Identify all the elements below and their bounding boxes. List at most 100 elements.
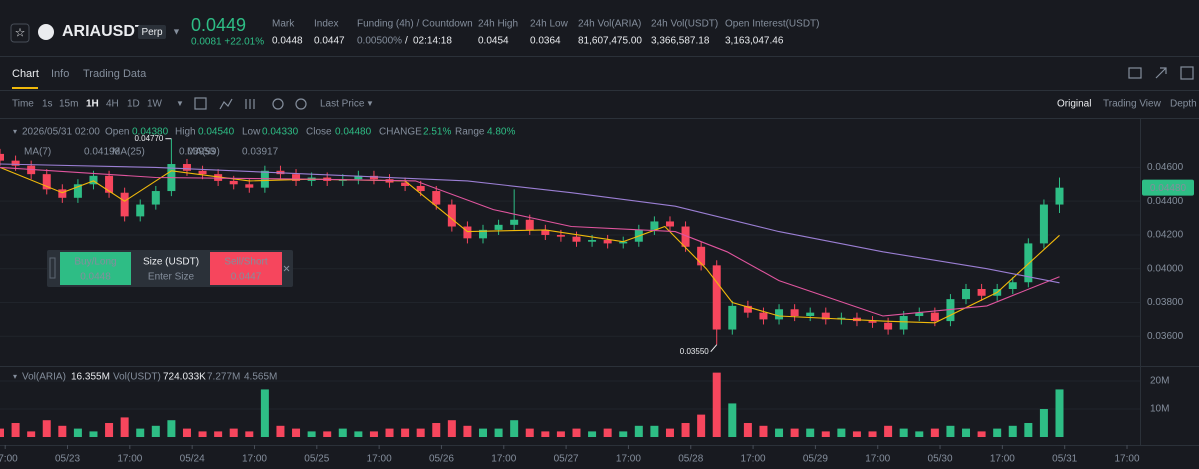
- candle-body: [494, 224, 503, 230]
- interval[interactable]: 1s: [42, 99, 53, 110]
- ohlc-value: 0.04480: [335, 127, 372, 138]
- volume-bar: [105, 423, 114, 437]
- candle-body: [650, 221, 659, 230]
- x-tick-label: 05/23: [55, 454, 80, 465]
- volume-bar: [167, 420, 176, 437]
- volume-bar: [385, 428, 394, 437]
- tab[interactable]: Info: [51, 68, 69, 80]
- tab[interactable]: Trading Data: [83, 68, 147, 80]
- interval[interactable]: 1H: [86, 99, 99, 110]
- candle-body: [229, 180, 238, 185]
- settings-icon[interactable]: [1180, 66, 1194, 80]
- candle-body: [245, 184, 254, 188]
- interval[interactable]: 1W: [147, 99, 163, 110]
- collapse-toggle[interactable]: ▾: [13, 372, 17, 381]
- close-icon[interactable]: [283, 265, 290, 272]
- x-tick-label: 17:00: [242, 454, 267, 465]
- favorite-button[interactable]: [10, 23, 30, 43]
- candle-body: [447, 204, 456, 227]
- price-change: 0.0081 +22.01%: [191, 37, 264, 48]
- volume-bar: [369, 431, 378, 437]
- last-price: 0.0449: [191, 15, 246, 35]
- volume-bar: [307, 431, 316, 437]
- settings-icon[interactable]: [295, 98, 307, 110]
- volume-bar: [852, 431, 861, 437]
- volume-bar: [665, 428, 674, 437]
- y-tick-label: 0.04600: [1147, 162, 1184, 173]
- candle-body: [136, 204, 145, 217]
- tab[interactable]: Chart: [12, 68, 39, 80]
- moving-average-line: [0, 166, 1060, 324]
- candle-body: [1039, 204, 1048, 244]
- candle-body: [42, 174, 51, 190]
- candle-body: [619, 241, 628, 244]
- indicator-icon[interactable]: [219, 98, 233, 110]
- volume-bar: [42, 420, 51, 437]
- view-mode[interactable]: Depth: [1170, 99, 1197, 110]
- calendar-icon[interactable]: [194, 97, 207, 110]
- stat-label: 24h Vol(ARIA): [578, 19, 641, 30]
- price-type-dropdown[interactable]: ▼: [366, 99, 374, 108]
- volume-bar: [837, 428, 846, 437]
- alert-icon[interactable]: [1128, 67, 1142, 79]
- sell-price: 0.0447: [231, 272, 262, 283]
- candle-body: [1008, 282, 1017, 289]
- price-type[interactable]: Last Price: [320, 99, 365, 110]
- y-tick-label: 10M: [1150, 404, 1169, 415]
- volume-bar: [120, 417, 129, 437]
- volume-bar: [962, 428, 971, 437]
- interval[interactable]: 4H: [106, 99, 119, 110]
- stat-label: Index: [314, 19, 338, 30]
- volume-bar: [977, 431, 986, 437]
- size-input[interactable]: Enter Size: [148, 272, 195, 283]
- ohlc-value: 0.04540: [198, 127, 235, 138]
- volume-bar: [354, 431, 363, 437]
- stat-label: Funding (4h) / Countdown: [357, 19, 473, 30]
- candle-body: [697, 246, 706, 266]
- volume-bar: [463, 425, 472, 437]
- interval-dropdown[interactable]: ▼: [176, 99, 184, 108]
- candle-body: [105, 175, 114, 193]
- volume-bar: [1024, 423, 1033, 437]
- x-tick-label: 17:00: [117, 454, 142, 465]
- interval[interactable]: 1D: [127, 99, 140, 110]
- volume-bar: [1008, 425, 1017, 437]
- tools-icon[interactable]: [272, 98, 284, 110]
- candle-body: [743, 305, 752, 313]
- x-tick-label: 05/30: [928, 454, 953, 465]
- candle-body: [1055, 187, 1064, 205]
- stat-value: 0.0454: [478, 36, 509, 47]
- interval[interactable]: 15m: [59, 99, 78, 110]
- view-mode[interactable]: Original: [1057, 99, 1091, 110]
- volume-bar: [868, 431, 877, 437]
- volume-bar: [479, 428, 488, 437]
- symbol-dropdown[interactable]: ▼: [172, 26, 181, 36]
- volume-bar: [89, 431, 98, 437]
- symbol[interactable]: ARIAUSDT: [62, 23, 145, 40]
- sell-label: Sell/Short: [224, 257, 268, 268]
- volume-bar: [743, 423, 752, 437]
- size-label: Size (USDT): [143, 257, 199, 268]
- view-mode[interactable]: Trading View: [1103, 99, 1162, 110]
- candle-body: [556, 234, 565, 237]
- candle-body: [588, 240, 597, 242]
- candle-body: [572, 236, 581, 242]
- candle-body: [73, 184, 82, 198]
- volume-bar: [229, 428, 238, 437]
- sell-button[interactable]: [210, 252, 282, 285]
- candle-body: [89, 175, 98, 185]
- volume-bar: [775, 428, 784, 437]
- candle-body: [790, 309, 799, 317]
- candle-time: 2026/05/31 02:00: [22, 127, 100, 138]
- perp-label: Perp: [141, 27, 163, 38]
- volume-bar: [494, 428, 503, 437]
- chart-type-icon[interactable]: [245, 99, 255, 109]
- buy-label: Buy/Long: [74, 257, 116, 268]
- x-tick-label: 05/31: [1052, 454, 1077, 465]
- ma-legend-name: MA(25): [112, 147, 145, 158]
- buy-button[interactable]: [60, 252, 131, 285]
- expand-icon[interactable]: [1155, 67, 1167, 79]
- funding-rate: 0.00500%: [357, 36, 402, 47]
- collapse-toggle[interactable]: ▾: [13, 127, 17, 136]
- volume-bar: [1055, 389, 1064, 437]
